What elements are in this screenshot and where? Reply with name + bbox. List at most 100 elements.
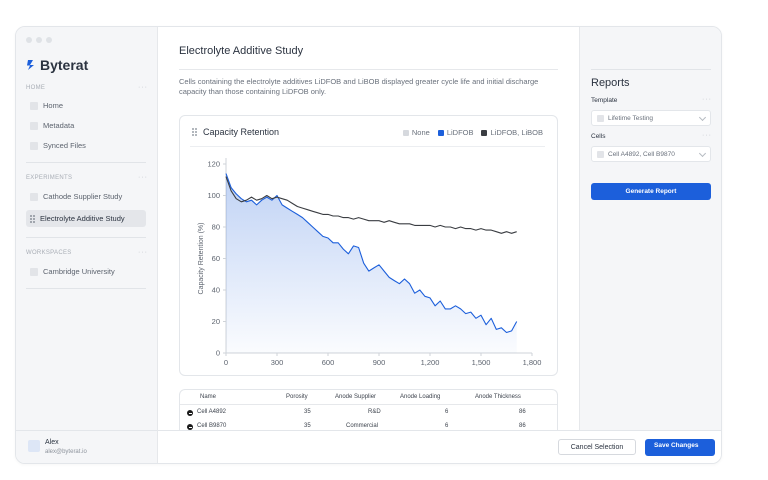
more-icon[interactable]: ··· (702, 132, 712, 139)
chart-card: Capacity Retention None LiDFOB LiDFOB, L… (179, 115, 558, 376)
sidebar-item-home[interactable]: Home (26, 97, 146, 114)
cell-anode-loading: 6 (445, 423, 449, 429)
legend-swatch (481, 129, 488, 136)
generate-report-button[interactable]: Generate Report (591, 183, 711, 200)
byterat-logo-icon (27, 60, 34, 70)
y-tick-label: 100 (207, 191, 220, 200)
panel-divider (591, 69, 711, 70)
template-select[interactable]: Lifetime Testing (591, 110, 711, 126)
cell-anode-supplier: R&D (368, 409, 381, 415)
chevron-down-icon (698, 113, 707, 122)
cells-select[interactable]: Cell A4892, Cell B9870 (591, 146, 711, 162)
cell-anode-supplier: Commercial (346, 423, 379, 429)
sidebar-item-metadata[interactable]: Metadata (26, 117, 146, 134)
drag-handle-icon[interactable] (192, 128, 197, 136)
legend-item-lidfob[interactable]: LiDFOB (437, 128, 473, 137)
sidebar-item-cathode-supplier-study[interactable]: Cathode Supplier Study (26, 188, 146, 205)
user-email: alex@byterat.io (45, 449, 87, 455)
card-divider (190, 146, 545, 147)
cell-name: Cell B9870 (197, 423, 227, 429)
chevron-down-icon (698, 149, 707, 158)
remove-row-icon[interactable] (187, 410, 193, 416)
reports-panel: Reports Template ··· Lifetime Testing Ce… (579, 27, 721, 430)
home-icon (30, 101, 38, 110)
template-label: Template (591, 97, 618, 104)
section-label-experiments: EXPERIMENTS (26, 175, 73, 181)
cells-value: Cell A4892, Cell B9870 (608, 150, 675, 158)
x-tick-label: 300 (271, 358, 284, 367)
legend-item-none[interactable]: None (402, 128, 430, 137)
more-icon[interactable]: ··· (702, 96, 712, 103)
sidebar-divider (26, 162, 146, 163)
legend-label: LiDFOB, LiBOB (490, 128, 543, 137)
window-dot[interactable] (26, 37, 32, 43)
legend-item-lidfob-libob[interactable]: LiDFOB, LiBOB (481, 128, 543, 137)
cell-porosity: 35 (304, 409, 311, 415)
cells-icon (597, 150, 604, 158)
y-axis-label: Capacity Retention (%) (198, 223, 205, 295)
sidebar-item-electrolyte-additive-study[interactable]: Electrolyte Additive Study (26, 210, 146, 227)
y-tick-label: 20 (212, 317, 220, 326)
window-dot[interactable] (36, 37, 42, 43)
legend-swatch (437, 129, 444, 136)
x-tick-label: 600 (322, 358, 335, 367)
window-controls (26, 37, 52, 43)
y-tick-label: 120 (207, 160, 220, 169)
title-divider (179, 69, 558, 70)
page-title: Electrolyte Additive Study (179, 45, 304, 57)
column-header-anode-thickness[interactable]: Anode Thickness (475, 394, 521, 400)
sidebar-divider (26, 288, 146, 289)
cells-label: Cells (591, 133, 606, 140)
section-label-workspaces: WORKSPACES (26, 250, 72, 256)
study-description: Cells containing the electrolyte additiv… (179, 77, 539, 96)
legend-label: None (411, 128, 430, 137)
user-profile[interactable]: Alex alex@byterat.io (16, 430, 157, 463)
section-more-icon[interactable]: ··· (138, 174, 148, 181)
x-tick-label: 1,800 (523, 358, 542, 367)
section-more-icon[interactable]: ··· (138, 249, 148, 256)
sidebar-item-label: Home (43, 101, 64, 110)
app-window: Byterat HOME ··· Home Metadata Synced Fi… (15, 26, 722, 464)
column-header-anode-supplier[interactable]: Anode Supplier (335, 394, 377, 400)
sidebar-item-synced-files[interactable]: Synced Files (26, 137, 146, 154)
remove-row-icon[interactable] (187, 424, 193, 430)
footer-bar: Cancel Selection Save Changes (158, 430, 721, 463)
cell-anode-thickness: 86 (519, 409, 526, 415)
chart-title: Capacity Retention (203, 127, 280, 137)
avatar (28, 440, 40, 452)
file-icon (30, 141, 38, 150)
cancel-selection-button[interactable]: Cancel Selection (558, 439, 636, 455)
cell-anode-loading: 6 (445, 409, 449, 415)
brand-name: Byterat (40, 57, 89, 73)
save-changes-button[interactable]: Save Changes (645, 439, 715, 456)
sidebar-item-label: Metadata (43, 121, 75, 130)
cell-name: Cell A4892 (197, 409, 227, 415)
sidebar-item-cambridge-university[interactable]: Cambridge University (26, 263, 146, 280)
template-value: Lifetime Testing (608, 114, 654, 122)
experiment-icon (30, 192, 38, 201)
y-tick-label: 0 (216, 349, 220, 358)
section-more-icon[interactable]: ··· (138, 84, 148, 91)
y-tick-label: 80 (212, 223, 220, 232)
column-header-name[interactable]: Name (200, 394, 217, 400)
x-tick-label: 1,500 (472, 358, 491, 367)
series-line-lidfob-libob (225, 176, 517, 234)
window-dot[interactable] (46, 37, 52, 43)
brand[interactable]: Byterat (26, 57, 88, 73)
sidebar-item-label: Cathode Supplier Study (43, 192, 123, 201)
metadata-icon (30, 121, 38, 130)
cell-anode-thickness: 86 (519, 423, 526, 429)
sidebar-item-label: Electrolyte Additive Study (40, 214, 125, 223)
template-icon (597, 114, 604, 122)
legend-swatch (402, 129, 409, 136)
sidebar: Byterat HOME ··· Home Metadata Synced Fi… (16, 27, 158, 463)
drag-handle-icon[interactable] (30, 214, 35, 223)
x-tick-label: 1,200 (421, 358, 440, 367)
column-header-porosity[interactable]: Porosity (286, 394, 308, 400)
x-tick-label: 900 (373, 358, 386, 367)
y-tick-label: 40 (212, 286, 220, 295)
column-header-anode-loading[interactable]: Anode Loading (400, 394, 441, 400)
reports-title: Reports (591, 77, 630, 89)
sidebar-item-label: Synced Files (43, 141, 86, 150)
cells-table: Name Porosity Anode Supplier Anode Loadi… (179, 389, 558, 431)
